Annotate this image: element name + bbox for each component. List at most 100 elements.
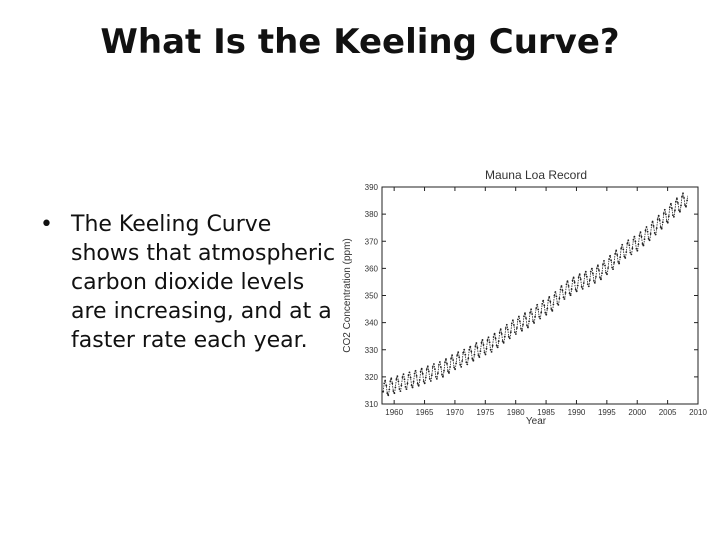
data-point <box>512 319 514 322</box>
data-point <box>683 197 685 199</box>
data-point <box>652 225 655 227</box>
data-point <box>387 394 390 397</box>
series-line <box>382 192 688 396</box>
data-point <box>553 294 556 297</box>
data-point <box>591 267 593 270</box>
data-point <box>462 351 465 354</box>
data-point <box>643 238 646 241</box>
data-point <box>498 331 501 334</box>
data-point <box>587 285 590 288</box>
data-point <box>493 332 496 335</box>
data-point <box>563 298 566 300</box>
bullet-line: faster rate each year. <box>71 328 308 353</box>
data-point <box>672 214 674 217</box>
data-point <box>404 386 407 388</box>
data-point <box>577 276 580 279</box>
data-point <box>422 380 425 383</box>
data-point <box>450 357 452 360</box>
data-point <box>485 347 488 350</box>
data-point <box>551 310 554 312</box>
data-point <box>629 251 632 254</box>
data-point <box>424 376 427 379</box>
data-point <box>532 320 534 323</box>
data-point <box>607 267 609 269</box>
data-point <box>661 221 664 224</box>
data-point <box>562 296 565 299</box>
data-point <box>414 369 417 372</box>
data-point <box>543 304 546 307</box>
data-point <box>434 368 436 370</box>
data-point <box>427 370 430 373</box>
data-point <box>497 340 500 343</box>
data-point <box>596 267 598 270</box>
data-point <box>637 243 640 246</box>
data-point <box>531 313 533 315</box>
y-tick-label: 370 <box>365 237 379 246</box>
data-point <box>395 378 398 380</box>
data-point <box>535 307 538 309</box>
data-point <box>583 273 586 276</box>
data-point <box>644 229 647 232</box>
data-point <box>496 346 499 349</box>
data-point <box>576 284 579 287</box>
data-point <box>452 359 454 361</box>
data-point <box>684 204 686 206</box>
axis-ticks: 1960 1965 1970 1975 1980 1985 1990 1995 2000 2005… <box>365 183 708 417</box>
data-point <box>501 340 504 342</box>
data-point <box>573 281 576 284</box>
y-axis-label: CO2 Concentration (ppm) <box>342 238 353 353</box>
data-point <box>508 337 511 340</box>
data-point <box>522 323 524 326</box>
data-point <box>413 372 416 375</box>
x-axis-label: Year <box>526 416 547 427</box>
data-point <box>625 251 628 253</box>
y-tick-label: 380 <box>365 210 379 219</box>
data-point <box>527 326 529 329</box>
data-point <box>569 294 572 297</box>
data-point <box>487 336 490 339</box>
data-point <box>506 328 509 331</box>
data-point <box>600 278 602 281</box>
data-point <box>582 282 585 284</box>
data-point <box>418 379 421 381</box>
data-point <box>624 257 627 259</box>
data-point <box>630 253 633 256</box>
data-point <box>440 366 442 368</box>
data-point <box>626 242 629 245</box>
data-point <box>682 192 684 195</box>
data-point <box>614 252 617 255</box>
data-point <box>548 296 551 298</box>
data-point <box>580 285 583 288</box>
slide-title: What Is the Keeling Curve? <box>100 22 620 62</box>
data-point <box>419 370 422 373</box>
data-point <box>678 209 680 211</box>
data-point <box>461 360 464 362</box>
data-point <box>549 300 552 303</box>
data-point <box>602 263 604 266</box>
data-point <box>560 285 563 287</box>
data-point <box>525 317 527 319</box>
y-tick-label: 330 <box>365 346 379 355</box>
bullet-dot: • <box>40 212 53 237</box>
data-point <box>492 336 495 338</box>
data-point <box>611 266 613 269</box>
data-point <box>384 379 387 382</box>
data-point <box>528 320 530 323</box>
y-tick-label: 340 <box>365 319 379 328</box>
data-point <box>415 375 418 377</box>
data-point <box>409 376 412 379</box>
data-point <box>566 280 569 283</box>
data-point <box>565 283 568 286</box>
data-point <box>388 388 391 391</box>
data-point <box>610 259 612 262</box>
series-co2 <box>382 192 688 397</box>
data-point <box>537 308 540 311</box>
data-point <box>617 261 620 263</box>
data-point <box>443 369 445 372</box>
data-point <box>536 303 539 306</box>
data-point <box>571 279 574 282</box>
data-point <box>441 373 443 376</box>
data-point <box>640 235 643 238</box>
data-point <box>520 327 522 330</box>
data-point <box>559 288 562 291</box>
